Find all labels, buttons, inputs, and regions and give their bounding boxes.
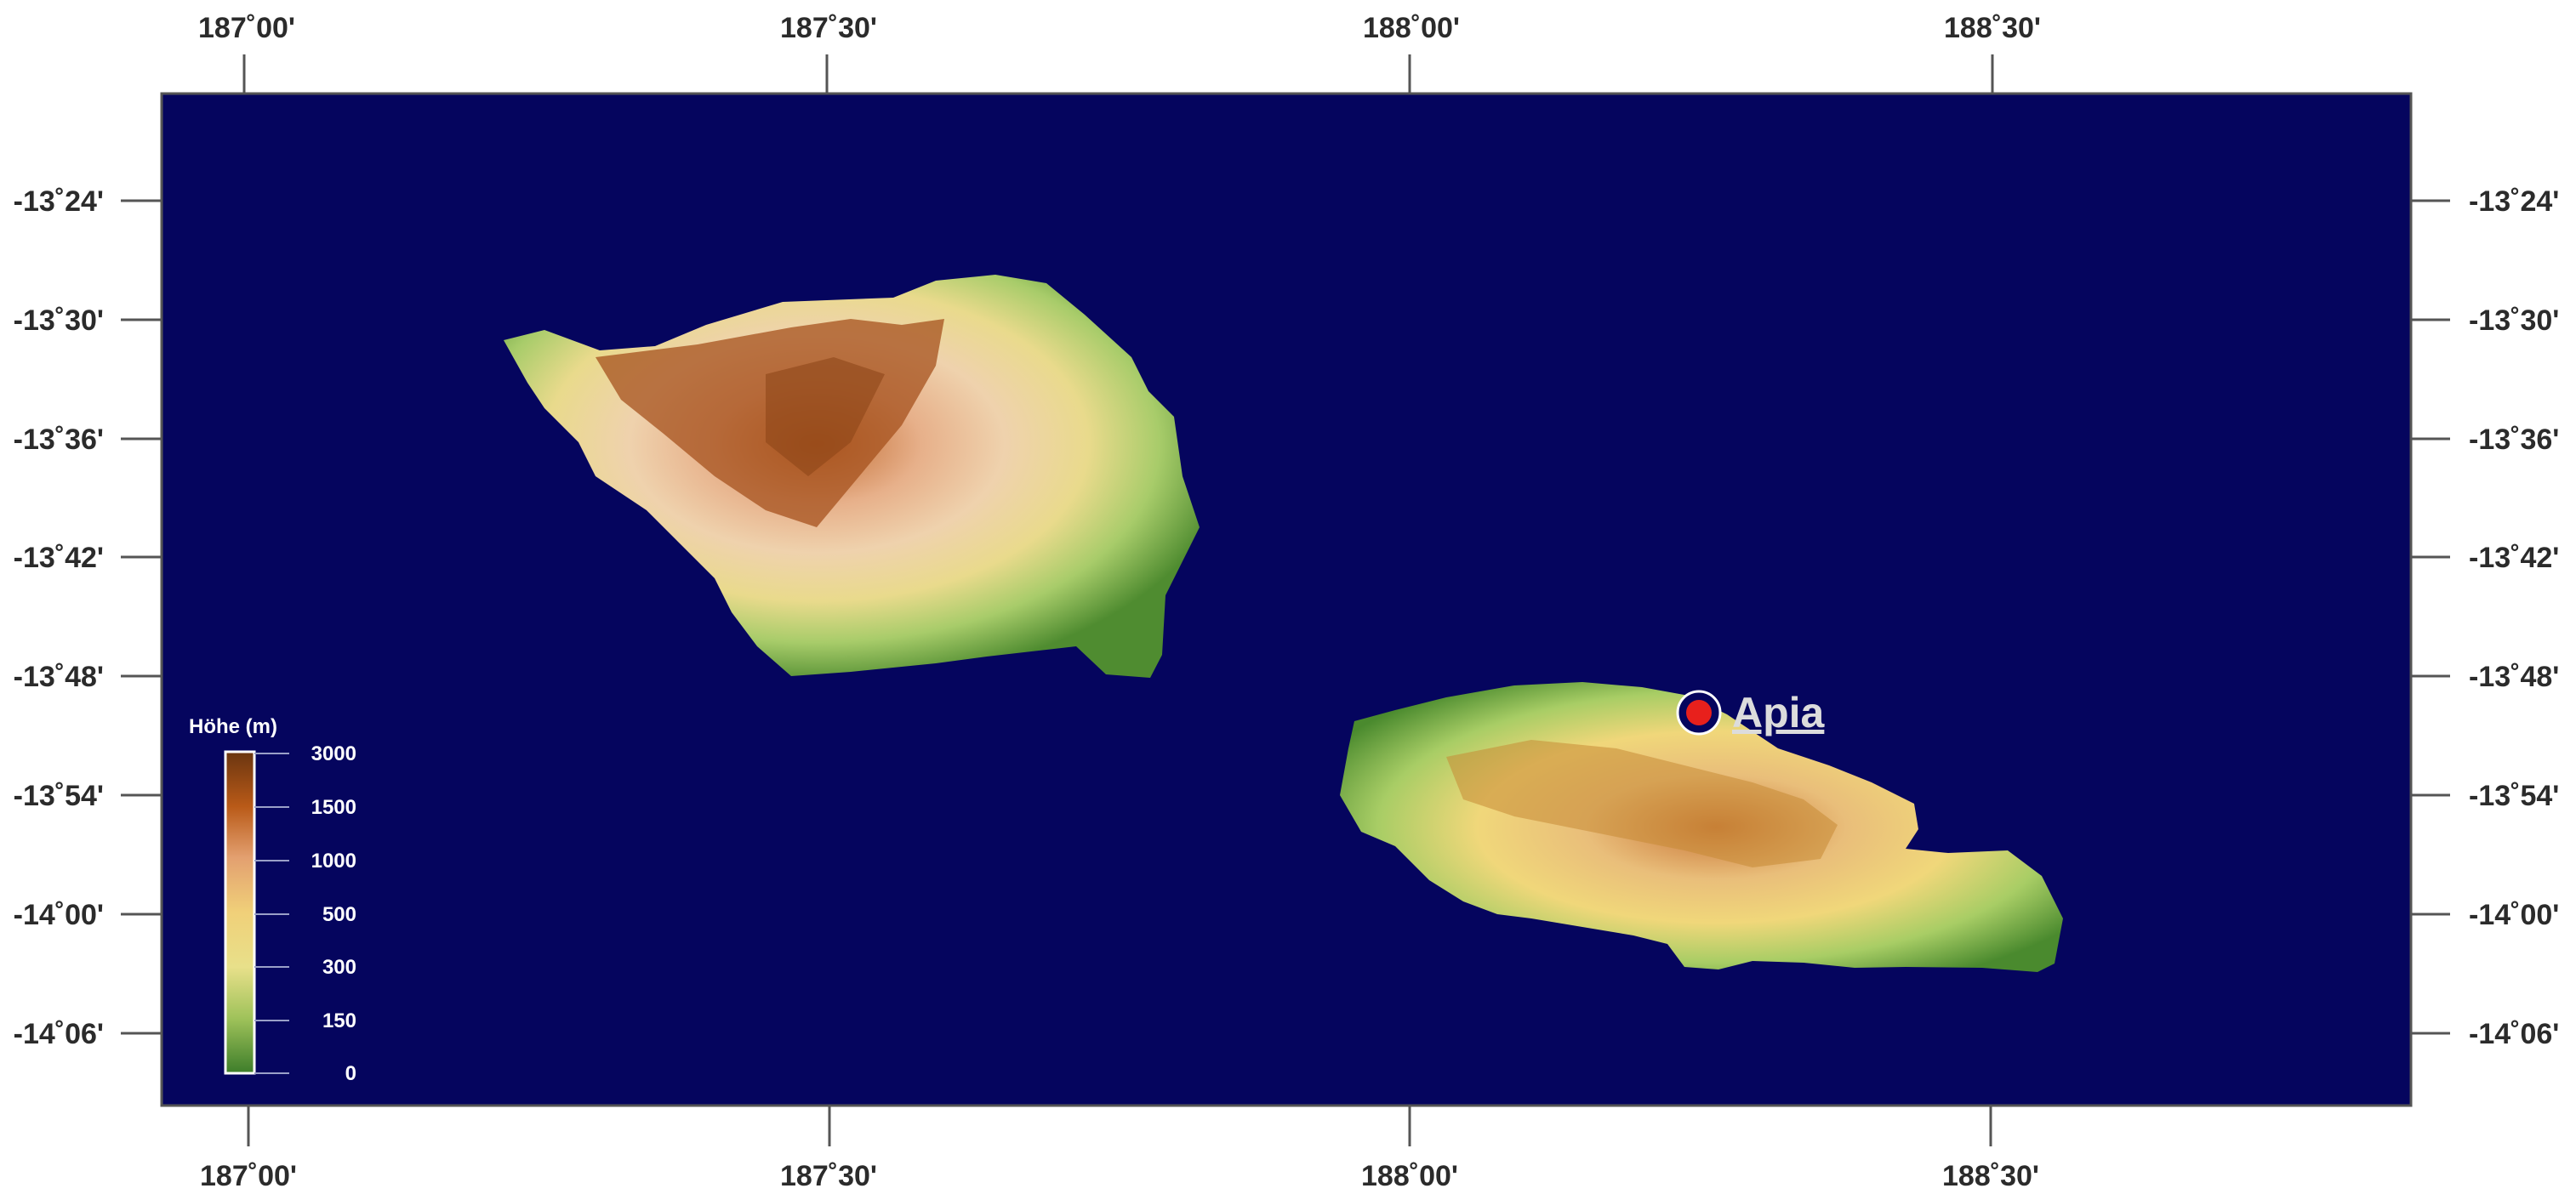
top-lon-label: 188˚00' xyxy=(1363,12,1460,44)
city-label: Apia xyxy=(1732,689,1826,736)
left-lat-label: -14˚06' xyxy=(14,1018,104,1050)
right-lat-label: -13˚42' xyxy=(2469,542,2559,574)
left-lat-label: -13˚48' xyxy=(14,661,104,693)
elevation-legend: Höhe (m) 3000 1500 1000 500 300 150 0 xyxy=(189,715,356,1085)
left-lat-label: -13˚54' xyxy=(14,780,104,812)
right-lat-label: -13˚48' xyxy=(2469,661,2559,693)
ocean-area xyxy=(160,92,2413,1107)
left-lat-labels: -13˚24' -13˚30' -13˚36' -13˚42' -13˚48' … xyxy=(14,185,104,1050)
left-lat-label: -13˚36' xyxy=(14,424,104,456)
legend-label: 1000 xyxy=(311,850,356,873)
right-ticks xyxy=(2411,199,2450,1035)
right-lat-label: -14˚00' xyxy=(2469,899,2559,931)
city-marker-dot xyxy=(1686,700,1712,725)
top-lon-label: 187˚00' xyxy=(198,12,295,44)
legend-label: 300 xyxy=(322,956,356,979)
top-lon-label: 188˚30' xyxy=(1944,12,2041,44)
bottom-lon-label: 188˚00' xyxy=(1361,1160,1458,1192)
left-lat-label: -13˚42' xyxy=(14,542,104,574)
legend-label: 500 xyxy=(322,903,356,926)
right-lat-label: -13˚30' xyxy=(2469,304,2559,337)
left-lat-label: -14˚00' xyxy=(14,899,104,931)
left-lat-label: -13˚30' xyxy=(14,304,104,337)
bottom-lon-labels: 187˚00' 187˚30' 188˚00' 188˚30' xyxy=(200,1160,2039,1192)
right-lat-label: -13˚54' xyxy=(2469,780,2559,812)
left-lat-label: -13˚24' xyxy=(14,185,104,218)
bottom-ticks xyxy=(247,1106,1992,1146)
top-ticks xyxy=(242,54,1994,94)
right-lat-label: -14˚06' xyxy=(2469,1018,2559,1050)
legend-title: Höhe (m) xyxy=(189,715,277,738)
savaii-peak xyxy=(766,357,885,476)
legend-label: 3000 xyxy=(311,742,356,765)
legend-label: 0 xyxy=(345,1062,356,1085)
top-lon-label: 187˚30' xyxy=(780,12,877,44)
bottom-lon-label: 187˚00' xyxy=(200,1160,297,1192)
place-apia[interactable]: Apia xyxy=(1676,689,1826,736)
left-ticks xyxy=(121,199,162,1035)
bottom-lon-label: 187˚30' xyxy=(780,1160,877,1192)
bottom-lon-label: 188˚30' xyxy=(1942,1160,2039,1192)
right-lat-labels: -13˚24' -13˚30' -13˚36' -13˚42' -13˚48' … xyxy=(2469,185,2559,1050)
right-lat-label: -13˚36' xyxy=(2469,424,2559,456)
legend-label: 150 xyxy=(322,1009,356,1032)
legend-colorbar xyxy=(224,750,256,1075)
upolu-highland xyxy=(1446,740,1838,867)
right-lat-label: -13˚24' xyxy=(2469,185,2559,218)
legend-label: 1500 xyxy=(311,796,356,819)
top-lon-labels: 187˚00' 187˚30' 188˚00' 188˚30' xyxy=(198,12,2041,44)
